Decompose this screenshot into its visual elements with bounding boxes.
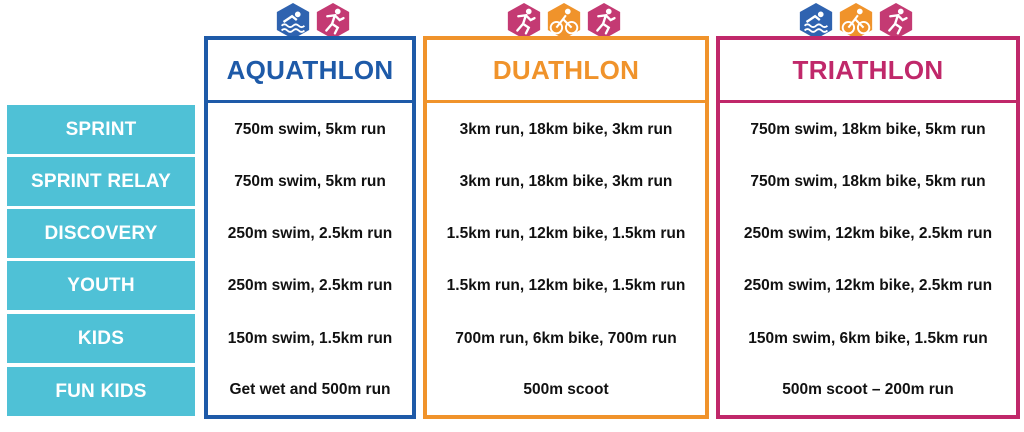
duathlon-kids-cell: 700m run, 6km bike, 700m run bbox=[455, 329, 677, 347]
triathlon-kids-cell: 150m swim, 6km bike, 1.5km run bbox=[748, 329, 988, 347]
row-label-sprint-relay: SPRINT RELAY bbox=[7, 157, 195, 206]
run-icon bbox=[507, 2, 541, 40]
aquathlon-sprint-relay-cell: 750m swim, 5km run bbox=[234, 172, 386, 190]
aquathlon-discovery-cell: 250m swim, 2.5km run bbox=[227, 224, 393, 242]
triathlon-fun-kids-cell: 500m scoot – 200m run bbox=[782, 380, 954, 398]
aquathlon-icons bbox=[274, 2, 352, 42]
aquathlon-youth-cell: 250m swim, 2.5km run bbox=[227, 276, 393, 294]
run-icon bbox=[879, 2, 913, 40]
duathlon-sprint-relay-cell: 3km run, 18km bike, 3km run bbox=[459, 172, 673, 190]
aquathlon-fun-kids-cell: Get wet and 500m run bbox=[229, 380, 391, 398]
aquathlon-kids-cell: 150m swim, 1.5km run bbox=[227, 329, 393, 347]
duathlon-sprint-cell: 3km run, 18km bike, 3km run bbox=[459, 120, 673, 138]
triathlon-sprint-cell: 750m swim, 18km bike, 5km run bbox=[750, 120, 986, 138]
swim-icon bbox=[276, 2, 310, 40]
triathlon-column: TRIATHLON 750m swim, 18km bike, 5km run … bbox=[716, 36, 1020, 419]
run-icon bbox=[316, 2, 350, 40]
duathlon-fun-kids-cell: 500m scoot bbox=[523, 380, 609, 398]
run-icon bbox=[587, 2, 621, 40]
duathlon-column: DUATHLON 3km run, 18km bike, 3km run 3km… bbox=[423, 36, 709, 419]
duathlon-title: DUATHLON bbox=[427, 40, 705, 103]
triathlon-sprint-relay-cell: 750m swim, 18km bike, 5km run bbox=[750, 172, 986, 190]
triathlon-title: TRIATHLON bbox=[720, 40, 1016, 103]
duathlon-youth-cell: 1.5km run, 12km bike, 1.5km run bbox=[446, 276, 686, 294]
row-label-discovery: DISCOVERY bbox=[7, 209, 195, 258]
row-label-kids: KIDS bbox=[7, 314, 195, 363]
row-label-youth: YOUTH bbox=[7, 261, 195, 310]
aquathlon-sprint-cell: 750m swim, 5km run bbox=[234, 120, 386, 138]
triathlon-discovery-cell: 250m swim, 12km bike, 2.5km run bbox=[743, 224, 993, 242]
aquathlon-column: AQUATHLON 750m swim, 5km run 750m swim, … bbox=[204, 36, 416, 419]
swim-icon bbox=[799, 2, 833, 40]
row-label-fun-kids: FUN KIDS bbox=[7, 367, 195, 416]
bike-icon bbox=[547, 2, 581, 40]
aquathlon-title: AQUATHLON bbox=[208, 40, 412, 103]
bike-icon bbox=[839, 2, 873, 40]
duathlon-discovery-cell: 1.5km run, 12km bike, 1.5km run bbox=[446, 224, 686, 242]
triathlon-icons bbox=[797, 2, 915, 42]
duathlon-icons bbox=[505, 2, 623, 42]
row-label-sprint: SPRINT bbox=[7, 105, 195, 154]
triathlon-youth-cell: 250m swim, 12km bike, 2.5km run bbox=[743, 276, 993, 294]
